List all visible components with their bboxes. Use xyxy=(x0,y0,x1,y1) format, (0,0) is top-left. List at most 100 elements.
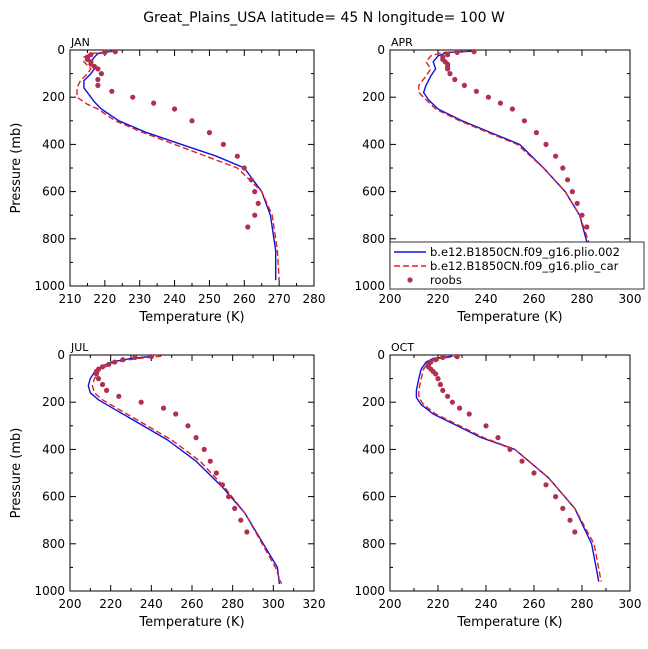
roobs-point xyxy=(471,49,477,55)
y-tick-label: 200 xyxy=(42,395,65,409)
roobs-point xyxy=(189,118,195,124)
roobs-point xyxy=(507,446,513,452)
roobs-point xyxy=(245,224,251,230)
x-tick-label: 220 xyxy=(93,292,116,306)
roobs-point xyxy=(132,354,138,360)
roobs-point xyxy=(109,88,115,94)
roobs-point xyxy=(521,118,528,124)
x-tick-label: 200 xyxy=(379,597,402,611)
y-tick-label: 800 xyxy=(42,537,65,551)
roobs-point xyxy=(99,364,106,370)
y-tick-label: 800 xyxy=(42,232,65,246)
x-tick-label: 230 xyxy=(128,292,151,306)
roobs-point xyxy=(116,393,122,399)
roobs-point xyxy=(533,130,540,136)
panel-jan: 210 220 230 240 250 260 270 280 0 200 400 600 800 100… xyxy=(9,36,325,325)
roobs-point xyxy=(112,359,118,365)
panel-label: JUL xyxy=(70,341,89,354)
roobs-point xyxy=(206,130,213,136)
roobs-point xyxy=(201,446,207,452)
x-tick-label: 220 xyxy=(99,597,122,611)
y-tick-label: 600 xyxy=(42,490,65,504)
roobs-point xyxy=(241,165,247,171)
series-line-plio-car xyxy=(418,50,598,277)
roobs-point xyxy=(445,52,451,58)
x-axis-label: Temperature (K) xyxy=(138,310,244,325)
roobs-point xyxy=(99,381,106,388)
figure-title: Great_Plains_USA latitude= 45 N longitud… xyxy=(143,10,505,26)
roobs-point xyxy=(584,224,590,230)
roobs-point xyxy=(433,371,439,377)
roobs-point xyxy=(102,49,108,55)
roobs-point xyxy=(497,100,503,106)
panel-jul: 200 220 240 260 280 300 320 0 200 400 600 800 1000 JU… xyxy=(9,341,325,630)
y-tick-label: 400 xyxy=(362,442,385,456)
roobs-point xyxy=(569,189,576,195)
legend-label: b.e12.B1850CN.f09_g16.plio_car xyxy=(430,259,619,273)
roobs-point xyxy=(495,435,501,441)
x-tick-label: 240 xyxy=(163,292,186,306)
roobs-point xyxy=(553,494,559,500)
y-tick-label: 0 xyxy=(377,43,385,57)
legend-box xyxy=(389,241,645,290)
y-tick-label: 1000 xyxy=(34,584,65,598)
y-tick-label: 200 xyxy=(362,90,385,104)
roobs-point xyxy=(572,529,578,535)
x-tick-label: 240 xyxy=(475,597,498,611)
roobs-point xyxy=(106,361,112,368)
x-tick-label: 280 xyxy=(221,597,244,611)
roobs-point xyxy=(98,71,104,77)
roobs-point xyxy=(238,517,244,523)
roobs-point xyxy=(447,71,453,77)
x-axis-label: Temperature (K) xyxy=(456,615,562,630)
roobs-point xyxy=(449,399,455,405)
x-tick-label: 280 xyxy=(571,597,594,611)
x-tick-label: 200 xyxy=(59,597,82,611)
roobs-point xyxy=(151,100,157,106)
y-tick-label: 1000 xyxy=(34,279,65,293)
panel-label: OCT xyxy=(391,341,414,354)
roobs-point xyxy=(213,470,219,476)
x-tick-label: 200 xyxy=(379,292,402,306)
roobs-point xyxy=(440,354,446,360)
y-tick-label: 600 xyxy=(42,185,65,199)
x-tick-label: 220 xyxy=(427,597,450,611)
panels: 210 220 230 240 250 260 270 280 0 200 400 600 800 100… xyxy=(9,36,641,630)
roobs-point xyxy=(543,482,549,488)
x-axis-label: Temperature (K) xyxy=(456,310,562,325)
roobs-point xyxy=(95,376,102,382)
x-tick-label: 300 xyxy=(262,597,285,611)
roobs-point xyxy=(244,529,250,535)
y-tick-label: 0 xyxy=(57,43,65,57)
roobs-point xyxy=(104,387,110,393)
roobs-point xyxy=(207,458,213,464)
roobs-point xyxy=(553,153,559,159)
x-tick-label: 210 xyxy=(59,292,82,306)
roobs-point xyxy=(509,106,515,112)
x-tick-label: 260 xyxy=(233,292,256,306)
panel-label: APR xyxy=(391,36,413,49)
roobs-point xyxy=(219,482,226,488)
roobs-point xyxy=(95,82,101,88)
roobs-point xyxy=(440,387,446,393)
roobs-point xyxy=(433,357,439,363)
roobs-point xyxy=(232,505,238,511)
roobs-point xyxy=(574,200,580,206)
x-tick-label: 220 xyxy=(427,292,450,306)
roobs-point xyxy=(171,106,178,112)
roobs-point xyxy=(485,94,491,100)
y-tick-label: 0 xyxy=(377,348,385,362)
y-tick-label: 400 xyxy=(42,137,65,151)
y-tick-label: 800 xyxy=(362,232,385,246)
x-tick-label: 280 xyxy=(571,292,594,306)
y-tick-label: 600 xyxy=(362,490,385,504)
y-tick-label: 1000 xyxy=(354,279,385,293)
roobs-point xyxy=(112,49,118,55)
x-tick-label: 260 xyxy=(181,597,204,611)
series-line-plio-car xyxy=(76,50,280,281)
roobs-point xyxy=(173,411,179,417)
roobs-point xyxy=(567,517,573,523)
y-axis-label: Pressure (mb) xyxy=(9,123,24,214)
roobs-point xyxy=(454,354,460,360)
